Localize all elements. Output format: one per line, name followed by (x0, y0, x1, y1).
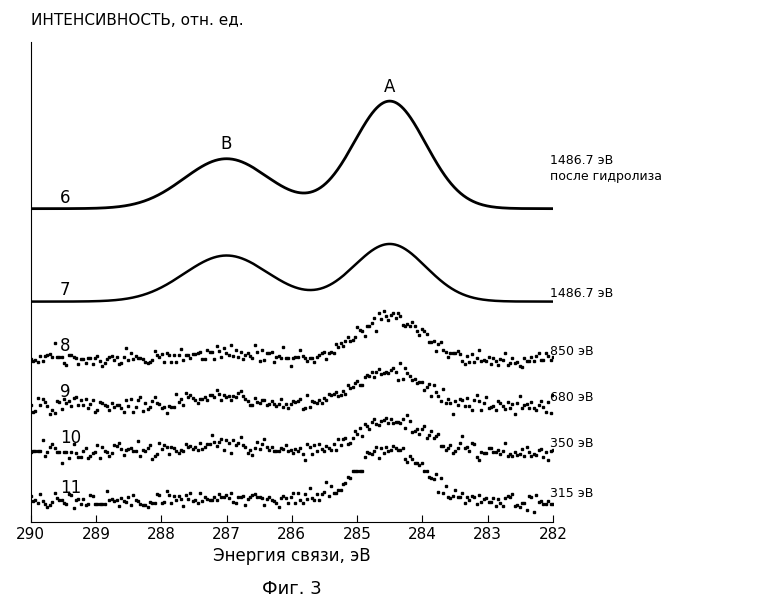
Text: 11: 11 (60, 479, 81, 497)
X-axis label: Энергия связи, эВ: Энергия связи, эВ (213, 547, 371, 565)
Text: Фиг. 3: Фиг. 3 (262, 580, 322, 598)
Text: 9: 9 (60, 383, 71, 401)
Text: 1486.7 эВ
после гидролиза: 1486.7 эВ после гидролиза (550, 154, 662, 183)
Text: 680 эВ: 680 эВ (550, 391, 593, 404)
Text: B: B (221, 136, 232, 154)
Text: 315 эВ: 315 эВ (550, 487, 593, 500)
Text: 850 эВ: 850 эВ (550, 345, 594, 358)
Text: 7: 7 (60, 281, 71, 299)
Text: 6: 6 (60, 189, 71, 207)
Text: 10: 10 (60, 429, 81, 447)
Text: 350 эВ: 350 эВ (550, 437, 593, 450)
Text: 1486.7 эВ: 1486.7 эВ (550, 287, 613, 301)
Text: A: A (384, 78, 396, 96)
Text: 8: 8 (60, 337, 71, 355)
Text: ИНТЕНСИВНОСТЬ, отн. ед.: ИНТЕНСИВНОСТЬ, отн. ед. (31, 13, 243, 28)
